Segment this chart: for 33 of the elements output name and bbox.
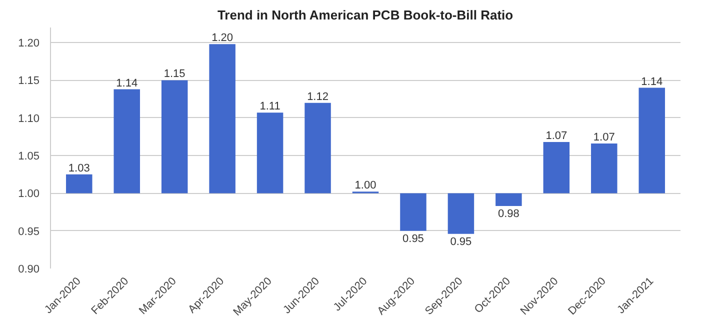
data-label: 1.12: [307, 90, 328, 103]
bar: [161, 80, 188, 194]
bar: [448, 193, 474, 234]
data-label: 1.14: [641, 76, 663, 88]
y-tick-label: 1.05: [18, 150, 40, 163]
chart-title: Trend in North American PCB Book-to-Bill Ratio: [217, 8, 514, 22]
data-label: 1.07: [546, 130, 568, 142]
bar: [209, 44, 236, 194]
bar: [638, 88, 665, 194]
y-tick-label: 1.20: [18, 38, 40, 50]
y-tick-label: 0.90: [18, 264, 40, 276]
bar: [400, 193, 426, 231]
y-tick-label: 0.95: [18, 226, 40, 238]
bar: [304, 102, 331, 194]
y-tick-label: 1.00: [18, 188, 40, 200]
data-label: 1.11: [260, 100, 280, 113]
data-label: 0.95: [402, 232, 424, 245]
bar: [114, 89, 140, 194]
data-label: 1.15: [164, 68, 186, 80]
bar: [66, 174, 92, 194]
data-label: 1.00: [354, 180, 376, 192]
data-label: 0.95: [450, 236, 472, 248]
bar: [496, 193, 522, 206]
data-label: 1.20: [212, 32, 234, 44]
data-label: 1.07: [593, 131, 615, 144]
y-tick-label: 1.10: [18, 112, 40, 125]
bar: [256, 112, 284, 194]
data-label: 0.98: [498, 208, 520, 220]
y-tick-label: 1.15: [18, 75, 40, 88]
bar: [591, 143, 618, 194]
data-label: 1.03: [68, 162, 90, 174]
bar: [543, 142, 570, 194]
data-label: 1.14: [116, 77, 138, 90]
